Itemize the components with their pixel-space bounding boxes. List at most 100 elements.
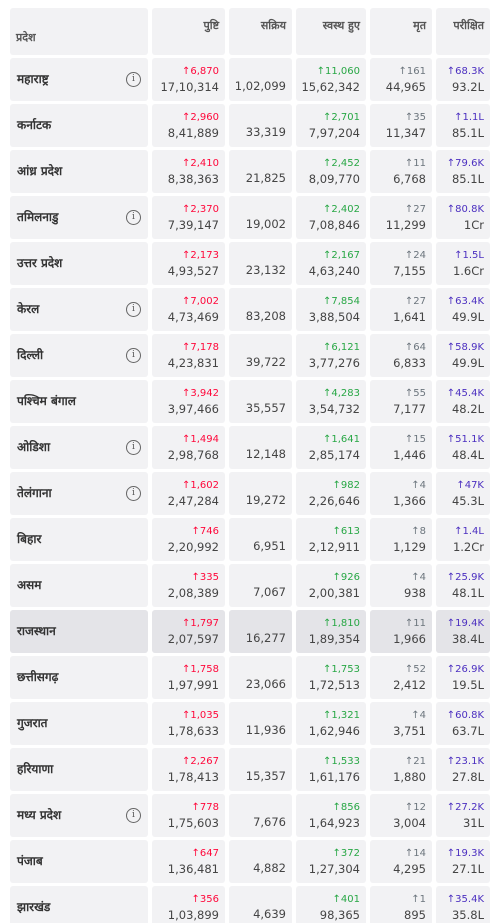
count-value: 35.8L [451,908,484,922]
info-icon[interactable]: i [126,808,141,823]
count-value: 35,557 [245,401,286,415]
count-value: 7,067 [253,585,286,599]
state-cell[interactable]: असम [10,564,148,607]
value-cell: ↑161 44,965 [370,58,432,101]
count-value: 1,446 [393,448,426,462]
state-cell[interactable]: पंजाब [10,840,148,883]
value-cell: ↑647 1,36,481 [152,840,225,883]
delta-value: ↑27.2K [446,802,484,813]
value-cell: ↑2,167 4,63,240 [296,242,366,285]
info-icon[interactable]: i [126,302,141,317]
state-cell[interactable]: पश्चिम बंगाल [10,380,148,423]
value-cell: ↑1,321 1,62,946 [296,702,366,745]
state-cell[interactable]: महाराष्ट्र i [10,58,148,101]
delta-value: ↑982 [332,480,360,491]
value-cell: ↑356 1,03,899 [152,886,225,923]
state-cell[interactable]: कर्नाटक [10,104,148,147]
delta-value: ↑401 [332,894,360,905]
count-value: 2,07,597 [167,632,219,646]
delta-value: ↑1,641 [322,434,360,445]
delta-value: ↑8 [411,526,426,537]
count-value: 16,277 [245,631,286,645]
value-cell: ↑1,753 1,72,513 [296,656,366,699]
state-cell[interactable]: गुजरात [10,702,148,745]
info-icon[interactable]: i [126,486,141,501]
state-cell[interactable]: मध्य प्रदेश i [10,794,148,837]
count-value: 1,97,991 [167,678,219,692]
count-value: 45.3L [451,494,484,508]
count-value: 1,62,946 [308,724,360,738]
delta-value: ↑1,602 [181,480,219,491]
value-cell: ↑2,267 1,78,413 [152,748,225,791]
delta-value: ↑1,035 [181,710,219,721]
state-cell[interactable]: केरल i [10,288,148,331]
delta-value: ↑2,960 [181,112,219,123]
count-value: 15,357 [245,769,286,783]
count-value: 17,10,314 [160,80,219,94]
delta-value: ↑1,494 [181,434,219,445]
header-cell[interactable]: मृत [370,8,432,55]
value-cell: ↑1,810 1,89,354 [296,610,366,653]
state-cell[interactable]: राजस्थान [10,610,148,653]
delta-value: ↑60.8K [446,710,484,721]
delta-value: ↑1.1L [454,112,484,123]
value-cell: 39,722 [229,334,292,377]
info-icon[interactable]: i [126,210,141,225]
count-value: 1,36,481 [167,862,219,876]
state-name: तमिलनाडु [17,210,59,224]
count-value: 1,966 [393,632,426,646]
value-cell: ↑14 4,295 [370,840,432,883]
value-cell: 23,132 [229,242,292,285]
value-cell: ↑4,283 3,54,732 [296,380,366,423]
state-cell[interactable]: तमिलनाडु i [10,196,148,239]
state-cell[interactable]: ओडिशा i [10,426,148,469]
header-cell[interactable]: पुष्टि [152,8,225,55]
delta-value: ↑7,854 [322,296,360,307]
count-value: 6,833 [393,356,426,370]
count-value: 11,299 [385,218,426,232]
state-cell[interactable]: झारखंड [10,886,148,923]
delta-value: ↑1.5L [454,250,484,261]
delta-value: ↑52 [404,664,426,675]
delta-value: ↑51.1K [446,434,484,445]
value-cell: ↑926 2,00,381 [296,564,366,607]
delta-value: ↑26.9K [446,664,484,675]
state-cell[interactable]: उत्तर प्रदेश [10,242,148,285]
count-value: 4,882 [253,861,286,875]
count-value: 8,38,363 [167,172,219,186]
value-cell: ↑982 2,26,646 [296,472,366,515]
value-cell: 7,067 [229,564,292,607]
value-cell: 12,148 [229,426,292,469]
value-cell: ↑2,452 8,09,770 [296,150,366,193]
value-cell: ↑68.3K 93.2L [436,58,490,101]
delta-value: ↑1,753 [322,664,360,675]
state-cell[interactable]: तेलंगाना i [10,472,148,515]
value-cell: 7,676 [229,794,292,837]
delta-value: ↑45.4K [446,388,484,399]
info-icon[interactable]: i [126,440,141,455]
info-icon[interactable]: i [126,72,141,87]
count-value: 4,73,469 [167,310,219,324]
delta-value: ↑24 [404,250,426,261]
header-cell[interactable]: प्रदेश [10,8,148,55]
state-cell[interactable]: छत्तीसगढ़ [10,656,148,699]
state-cell[interactable]: आंध्र प्रदेश [10,150,148,193]
value-cell: 6,951 [229,518,292,561]
delta-value: ↑11 [404,158,426,169]
value-cell: ↑27 11,299 [370,196,432,239]
header-cell[interactable]: स्वस्थ हुए [296,8,366,55]
state-name: दिल्ली [17,348,44,362]
delta-value: ↑4 [411,480,426,491]
header-cell[interactable]: परीक्षित [436,8,490,55]
delta-value: ↑647 [191,848,219,859]
header-cell[interactable]: सक्रिय [229,8,292,55]
info-icon[interactable]: i [126,348,141,363]
state-cell[interactable]: बिहार [10,518,148,561]
state-cell[interactable]: हरियाणा [10,748,148,791]
delta-value: ↑12 [404,802,426,813]
count-value: 1,75,603 [167,816,219,830]
count-value: 85.1L [451,126,484,140]
state-cell[interactable]: दिल्ली i [10,334,148,377]
value-cell: ↑7,178 4,23,831 [152,334,225,377]
